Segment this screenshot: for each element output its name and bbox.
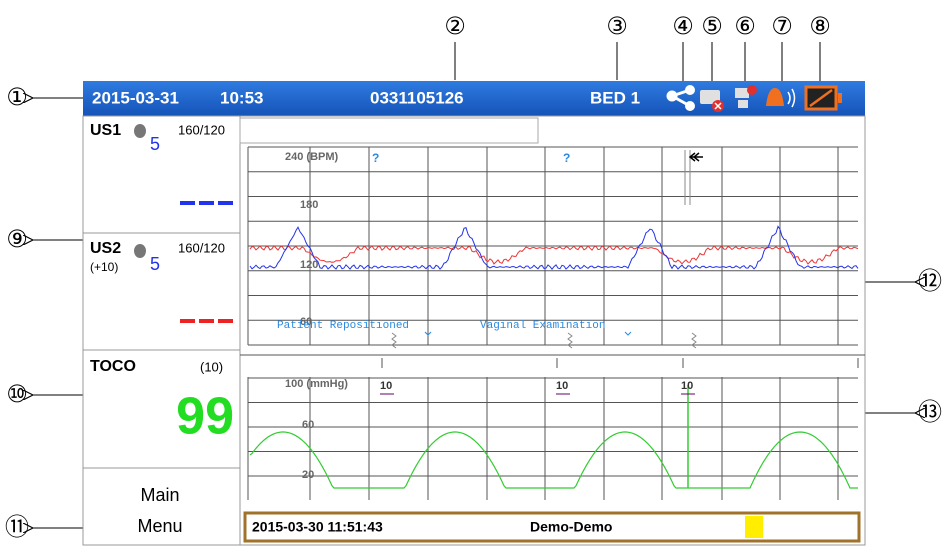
marker: ?	[563, 151, 570, 165]
marker: ?	[372, 151, 379, 165]
axis-label: 20	[302, 469, 314, 481]
header-bar: 2015-03-31 10:53 0331105126 BED 1	[83, 81, 865, 116]
axis-label: 120	[300, 259, 318, 271]
zigzag	[567, 332, 573, 349]
us2-limits: 160/120	[178, 240, 225, 255]
axis-label: 60	[300, 316, 312, 328]
message-box	[239, 117, 539, 144]
us2-trace	[249, 244, 859, 265]
status-timestamp: 2015-03-30 11:51:43	[252, 519, 383, 535]
toco-label: TOCO	[90, 358, 136, 375]
status-patient: Demo-Demo	[530, 519, 612, 535]
network-icon	[666, 85, 695, 111]
patient-id: 0331105126	[370, 88, 464, 107]
speaker-icon	[134, 124, 146, 138]
alarm-icon	[766, 88, 796, 108]
event-arrow	[688, 152, 703, 162]
callout: ⑦	[771, 12, 793, 40]
us2-offset: (+10)	[90, 260, 118, 274]
axis-label: 100 (mmHg)	[285, 378, 348, 390]
us1-limits: 160/120	[178, 122, 225, 137]
traces	[249, 150, 859, 489]
marker: 10	[380, 380, 392, 392]
toco-axis-labels: 100 (mmHg) 60 20	[285, 378, 348, 481]
toco-scale: (10)	[200, 359, 223, 374]
fhr-grid	[240, 146, 865, 368]
toco-grid	[247, 377, 858, 500]
zigzag	[391, 332, 397, 349]
callout: ①	[6, 83, 28, 111]
speaker-icon	[134, 244, 146, 258]
us1-no-value	[180, 201, 233, 205]
axis-label: 60	[302, 419, 314, 431]
menu-button[interactable]: Menu	[137, 516, 182, 536]
callout: ③	[606, 12, 628, 40]
connection-icon	[735, 85, 757, 108]
callout: ⑬	[918, 398, 942, 426]
callout: ④	[672, 12, 694, 40]
us2-label: US2	[90, 240, 121, 257]
panel-frame	[82, 115, 241, 546]
chevron	[624, 331, 632, 336]
us1-trace	[249, 225, 859, 271]
axis-label: 240 (BPM)	[285, 151, 339, 163]
callout: ⑫	[918, 267, 942, 295]
toco-value: 99	[176, 388, 234, 446]
event-label: Patient Repositioned	[277, 320, 409, 332]
status-bar: 2015-03-30 11:51:43 Demo-Demo	[243, 511, 861, 543]
callout: ⑩	[6, 380, 28, 408]
us2-volume: 5	[150, 254, 160, 274]
printer-icon	[700, 90, 724, 112]
toco-markers: 10 10 10	[380, 380, 695, 395]
callout: ②	[444, 12, 466, 40]
us1-label: US1	[90, 122, 121, 139]
zigzag	[691, 332, 697, 349]
status-indicator	[745, 516, 763, 538]
fhr-axis-labels: 240 (BPM) 180 120 60	[285, 151, 339, 328]
bed-label: BED 1	[590, 88, 640, 107]
axis-label: 180	[300, 199, 318, 211]
callouts: ① ② ③ ④ ⑤ ⑥ ⑦ ⑧ ⑨ ⑩ ⑪ ⑫ ⑬	[5, 12, 942, 541]
marker: 10	[681, 380, 693, 392]
callout: ⑧	[809, 12, 831, 40]
header-background	[83, 81, 865, 116]
toco-trace	[249, 431, 858, 489]
marker: 10	[556, 380, 568, 392]
us1-volume: 5	[150, 134, 160, 154]
battery-icon	[804, 85, 842, 111]
menu-button[interactable]: Main	[140, 485, 179, 505]
callout: ⑥	[734, 12, 756, 40]
us2-no-value	[180, 319, 233, 323]
event-label: Vaginal Examination	[480, 320, 605, 332]
callout: ⑪	[5, 513, 29, 541]
left-panel: US1 5 160/120 US2 (+10) 5 160/120 TOCO (…	[82, 115, 241, 546]
callout: ⑤	[701, 12, 723, 40]
header-time: 10:53	[220, 88, 263, 107]
header-date: 2015-03-31	[92, 88, 179, 107]
chevron	[424, 331, 432, 336]
callout: ⑨	[6, 225, 28, 253]
chart-frame	[239, 115, 866, 546]
